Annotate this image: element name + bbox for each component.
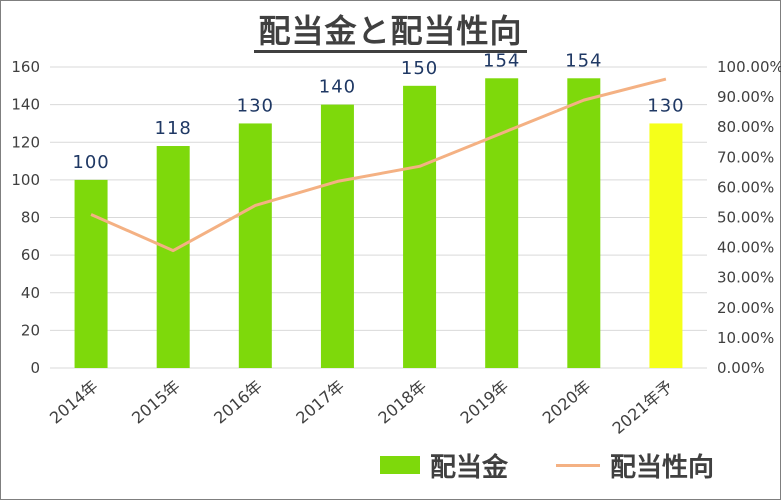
y-right-tick-label: 40.00% [717,239,774,257]
y-left-tick-label: 140 [11,96,40,114]
bar [403,85,437,368]
x-tick-label: 2021年予 [609,377,677,438]
x-tick-label: 2019年 [457,377,513,428]
bar [485,78,519,368]
y-left-tick-label: 20 [21,321,40,339]
bar [156,146,190,368]
x-tick-label: 2017年 [292,377,348,428]
y-left-tick-label: 40 [21,284,40,302]
data-label: 140 [319,77,356,98]
data-label: 150 [401,58,438,79]
legend-line-label: 配当性向 [610,452,715,483]
data-label: 154 [565,50,602,71]
y-right-tick-label: 100.00% [717,58,781,76]
y-left-tick-label: 160 [11,58,40,76]
y-right-tick-label: 10.00% [717,329,774,347]
x-tick-label: 2015年 [128,377,184,428]
y-right-tick-label: 80.00% [717,118,774,136]
data-label: 118 [155,118,192,139]
y-right-tick-label: 30.00% [717,269,774,287]
payout-ratio-line [90,77,667,253]
legend-bar-swatch [380,456,420,474]
y-right-tick-label: 60.00% [717,178,774,196]
data-label: 130 [237,95,274,116]
y-right-tick-label: 0.00% [717,359,765,377]
chart-title: 配当金と配当性向 [0,6,781,53]
x-tick-label: 2016年 [210,377,266,428]
x-tick-label: 2020年 [539,377,595,428]
bar [567,78,601,368]
bar [320,104,354,368]
y-left-tick-label: 80 [21,209,40,227]
data-label: 130 [647,95,684,116]
y-right-tick-label: 20.00% [717,299,774,317]
x-tick-label: 2014年 [46,377,102,428]
bar [649,123,683,368]
y-left-tick-label: 60 [21,246,40,264]
legend-item-dividend: 配当金 [380,447,508,484]
y-right-tick-label: 50.00% [717,209,774,227]
legend-line-swatch [556,463,601,467]
data-label: 100 [72,152,109,173]
y-left-tick-label: 120 [11,133,40,151]
y-right-tick-label: 90.00% [717,88,774,106]
y-right-tick-label: 70.00% [717,148,774,166]
x-tick-label: 2018年 [374,377,430,428]
data-label: 154 [483,50,520,71]
bar [238,123,272,368]
y-left-tick-label: 100 [11,171,40,189]
bar [74,179,108,368]
legend-bar-label: 配当金 [430,452,509,483]
legend: 配当金 配当性向 [380,447,762,484]
y-left-tick-label: 0 [30,359,40,377]
legend-item-payout-ratio: 配当性向 [556,447,714,484]
